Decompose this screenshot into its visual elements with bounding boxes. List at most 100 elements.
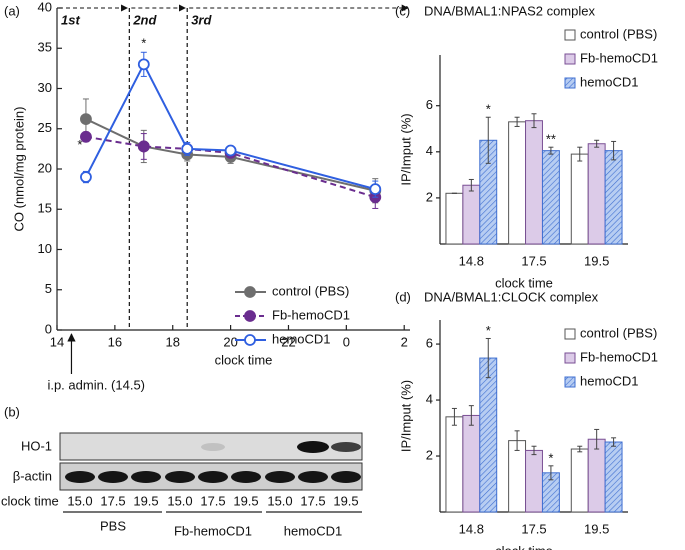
bar: [587, 143, 606, 245]
bar: [570, 448, 589, 513]
y-axis-title: IP/Imput (%): [398, 380, 413, 452]
significance: **: [546, 132, 556, 147]
x-tick-label: 19.5: [584, 253, 609, 268]
band: [297, 441, 329, 453]
significance: *: [486, 323, 491, 338]
legend-label: hemoCD1: [272, 331, 331, 346]
bar: [587, 438, 606, 513]
significance: *: [77, 137, 82, 152]
phase-label: 2nd: [132, 12, 157, 27]
bar: [462, 414, 481, 513]
bar: [570, 153, 589, 245]
y-tick-label: 4: [426, 143, 433, 158]
y-tick-label: 2: [426, 189, 433, 204]
panel-label: (a): [4, 3, 20, 18]
legend-label: Fb-hemoCD1: [580, 349, 658, 364]
x-tick-label: 18: [166, 334, 180, 349]
bar: [604, 150, 623, 245]
lane-time: 17.5: [100, 493, 125, 508]
x-tick-label: 19.5: [584, 521, 609, 536]
point: [80, 171, 92, 183]
significance: *: [141, 36, 146, 51]
y-tick-label: 15: [38, 201, 52, 216]
significance: *: [486, 102, 491, 117]
group-label: PBS: [100, 518, 126, 533]
legend-marker: [244, 334, 256, 346]
point: [181, 142, 194, 155]
chart-title: DNA/BMAL1:CLOCK complex: [424, 289, 599, 304]
legend-swatch: [564, 328, 576, 340]
lane-time: 15.0: [167, 493, 192, 508]
bar: [525, 120, 543, 245]
lane-time: 19.5: [233, 493, 258, 508]
time-label: clock time: [1, 493, 59, 508]
bar: [508, 440, 527, 513]
bar: [445, 416, 464, 513]
legend-swatch: [564, 352, 576, 364]
y-tick-label: 0: [45, 321, 52, 336]
y-tick-label: 40: [38, 0, 52, 14]
lane-time: 17.5: [200, 493, 225, 508]
y-tick-label: 6: [426, 336, 433, 351]
x-tick-label: 20: [223, 334, 237, 349]
legend-marker: [244, 286, 256, 298]
point: [80, 113, 92, 125]
lane-time: 19.5: [333, 493, 358, 508]
x-tick-label: 2: [401, 334, 408, 349]
legend-label: Fb-hemoCD1: [272, 307, 350, 322]
point: [137, 58, 150, 71]
x-tick-label: 0: [343, 334, 350, 349]
legend-swatch: [564, 77, 576, 89]
x-axis-title: clock time: [215, 352, 273, 367]
bar: [462, 184, 481, 245]
x-tick-label: 17.5: [521, 253, 546, 268]
y-axis-title: IP/Imput (%): [398, 113, 413, 185]
x-axis-title: clock time: [495, 543, 553, 550]
band: [331, 442, 361, 452]
x-tick-label: 16: [108, 334, 122, 349]
legend-label: hemoCD1: [580, 74, 639, 89]
actin-bands: [65, 471, 361, 483]
y-tick-label: 35: [38, 40, 52, 55]
group-label: Fb-hemoCD1: [174, 523, 252, 538]
y-tick-label: 30: [38, 80, 52, 95]
legend-marker: [244, 310, 256, 322]
chart-title: DNA/BMAL1:NPAS2 complex: [424, 3, 595, 18]
lane-time: 15.0: [267, 493, 292, 508]
bar: [604, 441, 623, 513]
y-tick-label: 5: [45, 281, 52, 296]
legend-label: control (PBS): [272, 283, 349, 298]
point: [137, 140, 150, 153]
y-tick-label: 25: [38, 120, 52, 135]
panel-label: (b): [4, 404, 20, 419]
legend-swatch: [564, 29, 576, 41]
bar: [508, 121, 527, 245]
phase-label: 1st: [61, 12, 80, 27]
x-tick-label: 14.8: [459, 521, 484, 536]
legend-label: hemoCD1: [580, 373, 639, 388]
blot: (b) HO-1 β-actin clock time 15.0 17.5 19…: [1, 404, 363, 538]
bar: [541, 150, 560, 245]
legend-label: Fb-hemoCD1: [580, 50, 658, 65]
legend-label: control (PBS): [580, 26, 657, 41]
lane-time: 15.0: [67, 493, 92, 508]
lane-time: 17.5: [300, 493, 325, 508]
point: [80, 130, 92, 143]
bar: [479, 357, 498, 513]
admin-label: i.p. admin. (14.5): [47, 377, 145, 392]
point: [224, 144, 237, 157]
bar: [525, 449, 543, 513]
y-tick-label: 2: [426, 447, 433, 462]
x-axis-title: clock time: [495, 275, 553, 290]
bar: [445, 192, 464, 245]
lane-times: 15.0 17.5 19.5 15.0 17.5 19.5 15.0 17.5 …: [67, 493, 358, 508]
group-label: hemoCD1: [284, 523, 343, 538]
legend-label: control (PBS): [580, 325, 657, 340]
y-tick-label: 20: [38, 160, 52, 175]
x-tick-label: 14: [50, 334, 64, 349]
y-tick-label: 4: [426, 391, 433, 406]
row-label: HO-1: [21, 438, 52, 453]
x-tick-label: 14.8: [459, 253, 484, 268]
significance: *: [548, 450, 553, 465]
